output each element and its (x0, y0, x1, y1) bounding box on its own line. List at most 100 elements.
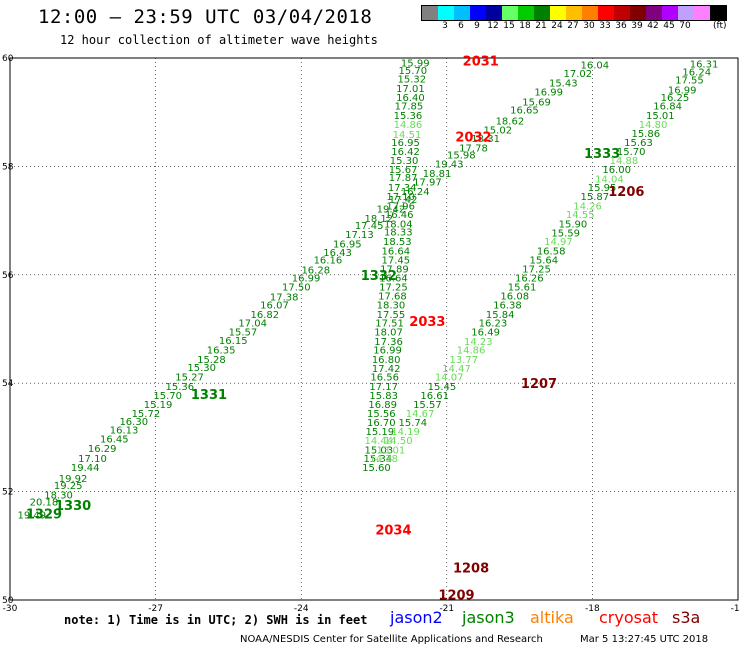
wave-height-label: 16.99 (373, 346, 402, 357)
wave-height-label: 15.70 (153, 391, 182, 402)
wave-height-label: 14.88 (610, 156, 639, 167)
satellite-legend-cryosat: cryosat (599, 608, 659, 627)
chart-subtitle: 12 hour collection of altimeter wave hei… (60, 33, 378, 47)
wave-height-label: 16.38 (493, 301, 522, 312)
wave-height-label: 16.99 (534, 88, 563, 99)
wave-height-label: 17.25 (379, 283, 408, 294)
wave-height-label: 16.64 (382, 246, 411, 257)
wave-height-label: 17.25 (522, 264, 551, 275)
wave-height-label: 17.42 (389, 195, 418, 206)
wave-height-label: 15.95 (588, 183, 617, 194)
wave-height-label: 17.55 (675, 76, 704, 87)
color-tick-label: 6 (458, 21, 464, 31)
x-tick-label: -21 (439, 604, 454, 614)
color-swatch (598, 6, 614, 20)
color-tick-label: 3 (442, 21, 448, 31)
wave-height-label: 17.51 (375, 318, 404, 329)
wave-height-label: 16.80 (372, 355, 401, 366)
color-scale-legend: 3 6 9 12 15 18 21 24 27 30 33 36 39 42 45 70 (ft) (421, 5, 727, 32)
color-tick-label: 70 (679, 21, 691, 31)
wave-height-label: 15.59 (551, 229, 580, 240)
wave-height-label: 17.36 (374, 337, 403, 348)
wave-height-label: 16.70 (367, 418, 396, 429)
wave-height-label: 17.01 (396, 84, 425, 95)
pass-time-label: 1208 (453, 561, 489, 576)
wave-height-label: 16.56 (370, 373, 399, 384)
wave-height-label: 16.00 (602, 165, 631, 176)
color-scale-swatches (421, 5, 727, 21)
wave-height-label: 15.69 (522, 97, 551, 108)
wave-height-label: 16.43 (323, 248, 352, 259)
wave-height-label: 15.99 (401, 58, 430, 69)
x-tick-label: -27 (148, 604, 163, 614)
wave-height-label: 15.98 (447, 150, 476, 161)
wave-height-label: 13.77 (449, 355, 478, 366)
wave-height-label: 16.24 (401, 187, 430, 198)
wave-height-label: 16.16 (314, 256, 343, 267)
wave-height-label: 17.04 (238, 318, 267, 329)
pass-time-label: 1207 (521, 377, 557, 392)
wave-height-label: 15.84 (486, 310, 515, 321)
wave-height-label: 16.23 (479, 318, 508, 329)
color-swatch (534, 6, 550, 20)
wave-height-label: 16.65 (510, 105, 539, 116)
wave-height-label: 14.26 (573, 201, 602, 212)
color-swatch (630, 6, 646, 20)
pass-time-label: 2033 (409, 315, 445, 330)
color-swatch (454, 6, 470, 20)
color-tick-label: 21 (535, 21, 547, 31)
wave-height-label: 15.70 (399, 66, 428, 77)
wave-height-label: 17.68 (378, 291, 407, 302)
pass-time-label: 1330 (55, 499, 91, 514)
pass-time-label: 2031 (463, 55, 499, 70)
wave-height-label: 17.45 (382, 256, 411, 267)
pass-time-label: 1329 (26, 507, 62, 522)
wave-height-label: 16.04 (581, 61, 610, 72)
x-tick-label: -24 (294, 604, 309, 614)
wave-height-label: 17.34 (388, 183, 417, 194)
wave-height-label: 18.33 (384, 227, 413, 238)
wave-height-label: 19.49 (18, 510, 47, 521)
pass-time-label: 1333 (584, 147, 620, 162)
wave-height-label: 13.01 (377, 445, 406, 456)
wave-height-label: 16.42 (391, 147, 420, 158)
wave-height-label: 15.57 (413, 400, 442, 411)
pass-time-label: 1332 (361, 269, 397, 284)
y-tick-label: 60 (2, 54, 14, 64)
color-tick-label: 18 (519, 21, 531, 31)
wave-height-label: 15.57 (229, 328, 258, 339)
color-tick-label: 45 (663, 21, 675, 31)
wave-height-label: 17.02 (564, 69, 593, 80)
wave-height-label: 15.61 (508, 283, 537, 294)
wave-height-label: 16.99 (668, 85, 697, 96)
satellite-legend-altika: altika (530, 608, 574, 627)
wave-height-label: 16.46 (385, 210, 414, 221)
wave-height-label: 18.12 (365, 214, 394, 225)
color-scale-unit: (ft) (713, 21, 727, 31)
satellite-legend-s3a: s3a (672, 608, 701, 627)
wave-height-label: 17.96 (386, 201, 415, 212)
color-tick-label: 39 (631, 21, 643, 31)
wave-height-label: 15.87 (581, 192, 610, 203)
wave-height-label: 15.83 (369, 391, 398, 402)
wave-height-label: 15.30 (390, 156, 419, 167)
wave-height-label: 18.62 (496, 116, 525, 127)
wave-height-label: 16.31 (690, 59, 719, 70)
wave-height-label: 16.61 (420, 391, 449, 402)
color-swatch (550, 6, 566, 20)
pass-time-label: 2034 (375, 524, 411, 539)
wave-height-label: 15.74 (399, 418, 428, 429)
color-tick-label: 9 (474, 21, 480, 31)
wave-height-label: 15.30 (187, 363, 216, 374)
wave-height-label: 14.50 (384, 436, 413, 447)
color-tick-label: 27 (567, 21, 579, 31)
wave-height-label: 17.13 (345, 230, 374, 241)
wave-height-label: 14.07 (435, 373, 464, 384)
pass-time-label: 2032 (455, 131, 491, 146)
wave-height-label: 15.01 (646, 111, 675, 122)
wave-height-label: 15.03 (365, 445, 394, 456)
wave-height-label: 19.92 (59, 474, 88, 485)
wave-height-label: 19.42 (377, 205, 406, 216)
color-swatch (422, 6, 438, 20)
wave-height-label: 17.42 (372, 364, 401, 375)
